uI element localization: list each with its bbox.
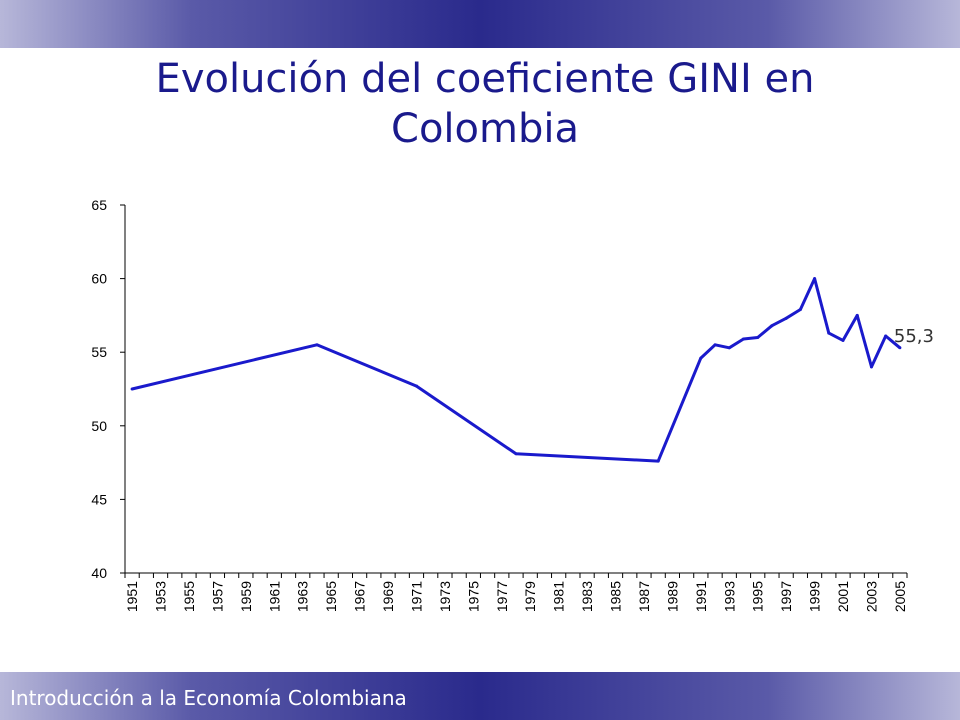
- x-tick-label: 1975: [465, 581, 481, 612]
- gini-data-point: [514, 452, 518, 456]
- x-tick-label: 1965: [323, 581, 339, 612]
- x-tick-label: 2001: [835, 581, 851, 612]
- gini-data-point: [855, 313, 859, 317]
- x-tick-label: 1963: [295, 581, 311, 612]
- y-tick-label: 50: [91, 418, 107, 434]
- gini-series-line: [131, 277, 901, 463]
- x-tick-label: 1961: [266, 581, 282, 612]
- x-tick-label: 1977: [494, 581, 510, 612]
- x-tick-label: 2003: [863, 581, 879, 612]
- x-tick-label: 1957: [209, 581, 225, 612]
- x-tick-label: 1971: [408, 581, 424, 612]
- bottom-decorative-band: [0, 672, 960, 720]
- annotations: 55,3: [894, 326, 934, 347]
- x-tick-label: 1991: [693, 581, 709, 612]
- x-tick-label: 1985: [608, 581, 624, 612]
- footer-text: Introducción a la Economía Colombiana: [10, 686, 407, 710]
- gini-data-point: [784, 316, 788, 320]
- gini-data-point: [798, 308, 802, 312]
- gini-data-point: [713, 343, 717, 347]
- x-tick-label: 1989: [664, 581, 680, 612]
- gini-data-point: [841, 338, 845, 342]
- x-tick-label: 1969: [380, 581, 396, 612]
- y-tick-label: 65: [91, 197, 107, 213]
- y-tick-label: 45: [91, 491, 107, 507]
- x-tick-label: 1953: [153, 581, 169, 612]
- x-tick-label: 1997: [778, 581, 794, 612]
- slide-title: Evolución del coeficiente GINI en Colomb…: [155, 56, 815, 152]
- x-tick-label: 1951: [124, 581, 140, 612]
- gini-data-point: [827, 331, 831, 335]
- x-tick-label: 1993: [721, 581, 737, 612]
- gini-data-point: [656, 459, 660, 463]
- y-tick-label: 60: [91, 271, 107, 287]
- gini-data-point: [130, 387, 134, 391]
- series: [130, 277, 902, 463]
- gini-data-point: [813, 277, 817, 281]
- gini-data-point: [414, 384, 418, 388]
- last-value-label: 55,3: [894, 326, 934, 347]
- gini-data-point: [741, 337, 745, 341]
- y-tick-label: 40: [91, 565, 107, 581]
- gini-data-point: [756, 335, 760, 339]
- y-tick-label: 55: [91, 344, 107, 360]
- x-tick-label: 1959: [238, 581, 254, 612]
- gini-data-point: [869, 365, 873, 369]
- gini-data-point: [315, 343, 319, 347]
- x-tick-label: 1967: [352, 581, 368, 612]
- gini-data-point: [884, 334, 888, 338]
- x-tick-label: 1973: [437, 581, 453, 612]
- x-tick-label: 1983: [579, 581, 595, 612]
- x-axis: 1951 1953 1955 1957 1959 1961 1963 1965 1967 1969…: [124, 572, 908, 612]
- gini-data-point: [727, 346, 731, 350]
- x-tick-label: 1987: [636, 581, 652, 612]
- y-axis: 40 45 50 55 60 65: [91, 197, 126, 581]
- x-tick-label: 1979: [522, 581, 538, 612]
- gini-data-point: [770, 324, 774, 328]
- x-tick-label: 1995: [750, 581, 766, 612]
- top-decorative-band: [0, 0, 960, 48]
- x-tick-label: 2005: [892, 581, 908, 612]
- gini-data-point: [699, 356, 703, 360]
- line-chart: 40 45 50 55 60 65 1951 1953 1955 1957 1959 1961 196…: [91, 197, 934, 612]
- gini-data-point: [898, 346, 902, 350]
- x-tick-label: 1955: [181, 581, 197, 612]
- x-tick-label: 1981: [551, 581, 567, 612]
- x-tick-label: 1999: [807, 581, 823, 612]
